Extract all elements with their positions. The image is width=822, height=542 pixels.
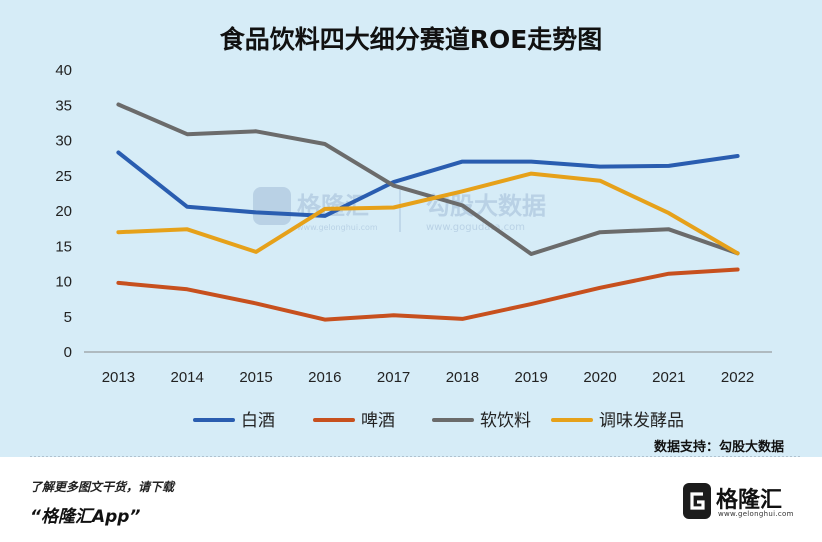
footer-brand: 格隆汇 www.gelonghui.com	[682, 478, 802, 522]
x-axis: 2013 2014 2015 2016 2017 2018 2019 2020 2021 2022	[102, 369, 755, 386]
footer-brand-name: 格隆汇	[716, 488, 783, 513]
x-tick-label: 2018	[446, 369, 479, 386]
footer-brand-url: www.gelonghui.com	[718, 510, 794, 518]
y-tick-label: 25	[55, 168, 72, 185]
legend-label: 调味发酵品	[599, 411, 684, 431]
y-tick-label: 20	[55, 203, 72, 220]
legend-label: 白酒	[241, 411, 275, 431]
source-label: 数据支持：勾股大数据	[653, 440, 784, 455]
y-tick-label: 10	[55, 274, 72, 291]
y-tick-label: 40	[55, 62, 72, 79]
watermark-left-url: www.gelonghui.com	[297, 223, 378, 232]
x-tick-label: 2014	[171, 369, 204, 386]
brand-logo-icon	[683, 483, 711, 519]
y-axis: 0 5 10 15 20 25 30 35 40	[55, 62, 72, 361]
x-tick-label: 2019	[515, 369, 548, 386]
watermark-right-url: www.gogudata.com	[426, 222, 525, 233]
series-line-0	[116, 150, 740, 218]
legend-label: 啤酒	[361, 411, 395, 431]
watermark-logo-icon	[253, 187, 291, 225]
series-line-1	[116, 267, 740, 322]
x-tick-label: 2020	[583, 369, 616, 386]
y-tick-label: 15	[55, 238, 72, 255]
footer-promo: 了解更多图文干货，请下载	[30, 480, 175, 494]
legend-label: 软饮料	[480, 411, 531, 431]
x-tick-label: 2015	[239, 369, 272, 386]
series-line-3	[116, 171, 740, 256]
y-tick-label: 30	[55, 133, 72, 150]
x-tick-label: 2021	[652, 369, 685, 386]
x-tick-label: 2013	[102, 369, 135, 386]
legend: 白酒 啤酒 软饮料 调味发酵品	[193, 411, 684, 431]
chart-title: 食品饮料四大细分赛道ROE走势图	[220, 25, 603, 54]
x-tick-label: 2016	[308, 369, 341, 386]
y-tick-label: 0	[64, 344, 72, 361]
x-tick-label: 2017	[377, 369, 410, 386]
y-tick-label: 35	[55, 97, 72, 114]
series-line-2	[116, 102, 740, 256]
footer-app-name: “格隆汇App”	[30, 507, 141, 527]
series-lines	[116, 102, 740, 322]
y-tick-label: 5	[64, 309, 72, 326]
x-tick-label: 2022	[721, 369, 754, 386]
